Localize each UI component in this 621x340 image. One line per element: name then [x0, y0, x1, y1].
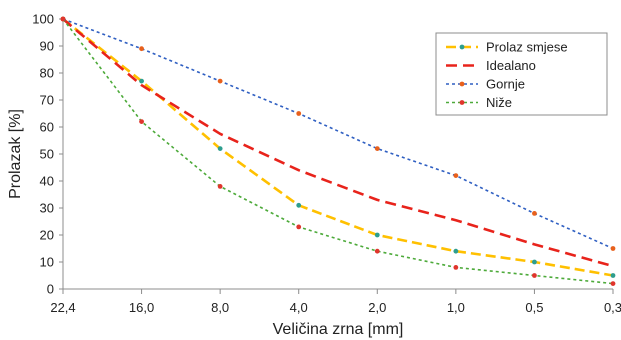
x-tick-label: 2,0 [368, 300, 386, 315]
series-4 [60, 16, 616, 286]
x-axis-title: Veličina zrna [mm] [273, 321, 404, 338]
series-2 [62, 18, 614, 268]
legend-label: Gornje [486, 77, 525, 92]
y-tick-label: 30 [40, 201, 54, 216]
data-point [610, 281, 616, 286]
y-tick-label: 60 [40, 120, 54, 135]
data-point [296, 224, 302, 230]
series-line [62, 18, 614, 250]
data-point [374, 248, 380, 254]
x-tick-label: 1,0 [447, 300, 465, 315]
y-tick-label: 50 [40, 147, 54, 162]
data-point [139, 78, 144, 84]
data-point [453, 265, 459, 270]
data-point [453, 173, 459, 179]
series-line [62, 18, 614, 268]
legend-label: Niže [486, 95, 512, 110]
data-point [610, 273, 616, 278]
data-point [374, 232, 380, 238]
y-tick-label: 10 [40, 255, 54, 270]
data-point [217, 78, 223, 84]
x-tick-label: 22,4 [50, 300, 75, 315]
legend-item: Gornje [446, 77, 525, 92]
legend-item: Idealano [446, 58, 536, 73]
data-point [374, 146, 380, 152]
legend-item: Niže [446, 95, 512, 110]
x-tick-labels: 22,4 16,0 8,0 4,0 2,0 1,0 0,5 0,3 [50, 289, 621, 315]
data-point [532, 211, 537, 216]
x-tick-label: 0,3 [604, 300, 621, 315]
x-tick-label: 8,0 [211, 300, 229, 315]
data-point [139, 119, 144, 124]
data-point [453, 248, 459, 254]
legend: Prolaz smjese Idealano Gornje Niže [435, 32, 608, 116]
data-point [532, 259, 537, 265]
data-point [139, 46, 144, 52]
legend-label: Idealano [486, 58, 536, 73]
y-tick-labels: 0 10 20 30 40 50 60 70 80 90 100 [32, 12, 63, 297]
y-tick-label: 40 [40, 174, 54, 189]
data-point [217, 146, 223, 152]
data-point [296, 111, 302, 116]
y-tick-label: 70 [40, 93, 54, 108]
y-tick-label: 90 [40, 39, 54, 54]
legend-marker [459, 100, 465, 105]
x-tick-label: 16,0 [129, 300, 154, 315]
series-lines [60, 16, 616, 286]
y-axis-title: Prolazak [%] [7, 109, 24, 199]
series-line [62, 17, 614, 277]
legend-marker [459, 44, 465, 50]
y-tick-label: 0 [47, 282, 54, 297]
y-tick-label: 100 [32, 12, 54, 27]
series-3 [60, 16, 616, 251]
legend-marker [459, 81, 465, 87]
data-point [60, 16, 66, 22]
data-point [610, 246, 616, 251]
legend-item: Prolaz smjese [446, 40, 568, 55]
y-tick-label: 80 [40, 66, 54, 81]
x-tick-label: 0,5 [525, 300, 543, 315]
x-tick-label: 4,0 [290, 300, 308, 315]
data-point [217, 184, 223, 189]
data-point [532, 273, 537, 278]
legend-label: Prolaz smjese [486, 40, 568, 55]
data-point [296, 202, 302, 208]
series-line [62, 18, 614, 285]
y-tick-label: 20 [40, 228, 54, 243]
